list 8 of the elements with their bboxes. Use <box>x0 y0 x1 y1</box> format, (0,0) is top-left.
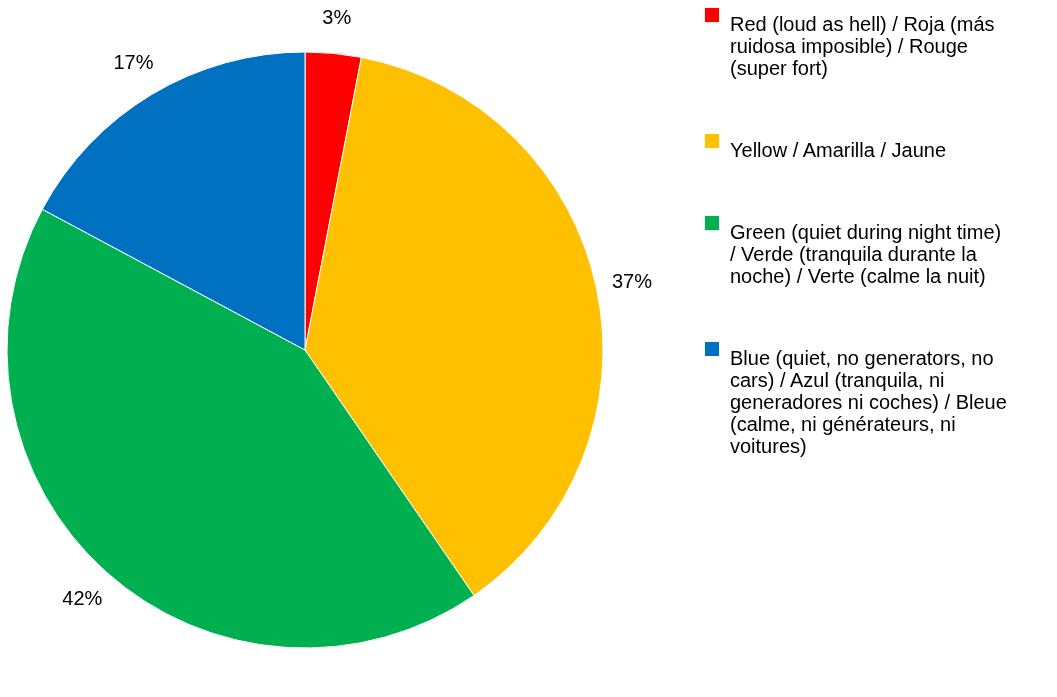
data-label: 17% <box>113 51 154 74</box>
legend-label: Red (loud as hell) / Roja (más ruidosa imposible) / Rouge (super fort) <box>730 13 995 79</box>
data-label: 3% <box>322 5 352 28</box>
data-label: 42% <box>62 586 103 609</box>
legend-label: Yellow / Amarilla / Jaune <box>730 139 947 161</box>
data-label: 37% <box>611 269 653 292</box>
legend-label: Green (quiet during night time) / Verde (tranquila durante la noche) / Verte (calme la nuit) <box>730 221 1002 287</box>
legend-label: Blue (quiet, no generators, no cars) / Azul (tranquila, ni generadores ni coches) / Bleue (calme, ni générateurs, ni voitures) <box>730 347 1007 457</box>
